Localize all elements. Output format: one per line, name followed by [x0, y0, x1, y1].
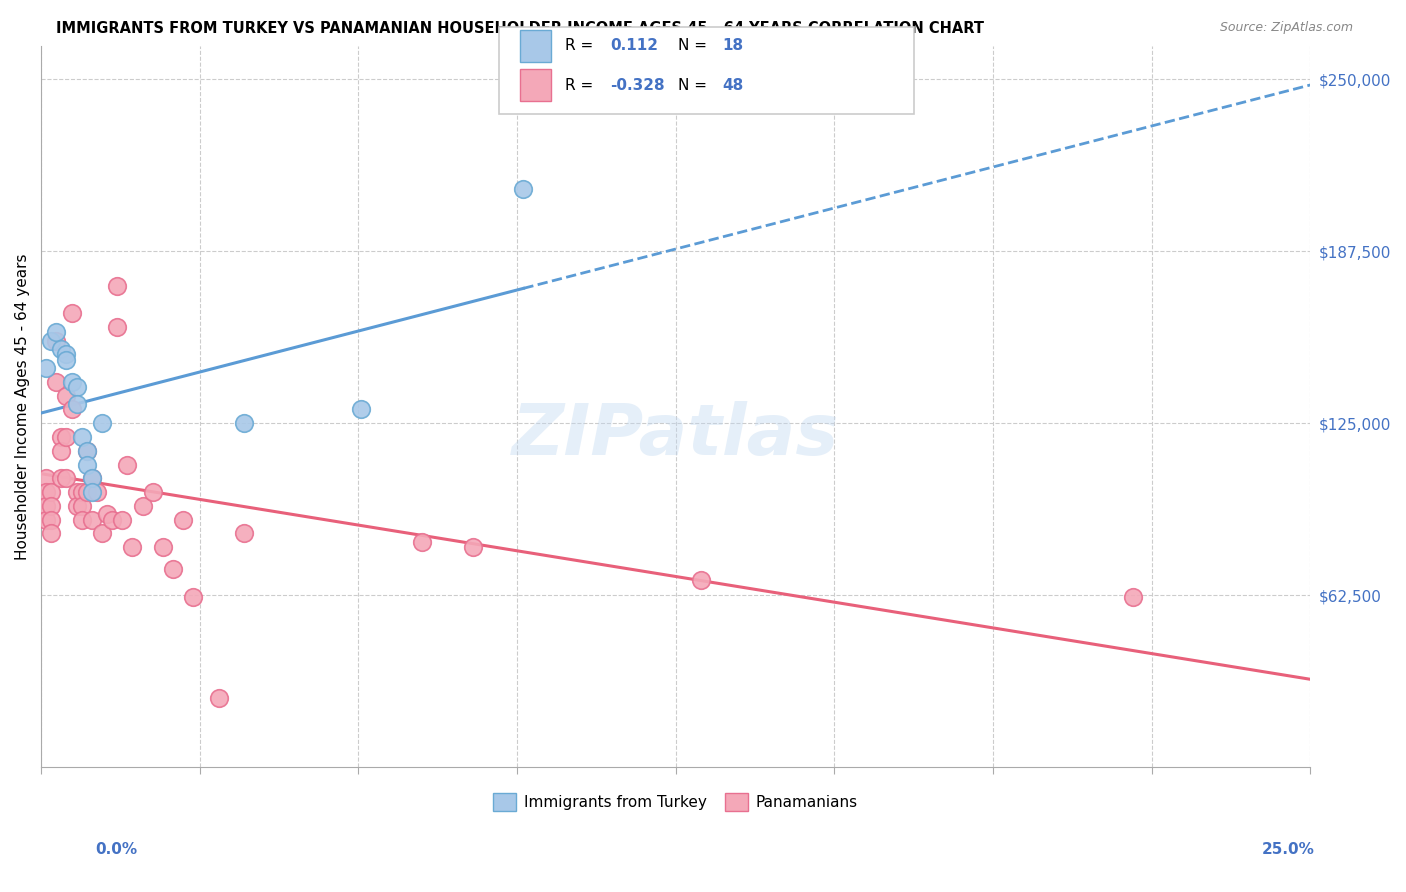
Point — [51, 471, 73, 485]
Text: 18: 18 — [723, 38, 744, 54]
Point — [45, 375, 67, 389]
Text: ZIPatlas: ZIPatlas — [512, 401, 839, 470]
Text: IMMIGRANTS FROM TURKEY VS PANAMANIAN HOUSEHOLDER INCOME AGES 45 - 64 YEARS CORRE: IMMIGRANTS FROM TURKEY VS PANAMANIAN HOU… — [56, 21, 984, 36]
Point — [45, 334, 67, 348]
Point — [1122, 590, 1144, 604]
Point — [51, 443, 73, 458]
Point — [233, 416, 256, 430]
Text: 25.0%: 25.0% — [1261, 842, 1315, 856]
Point — [183, 590, 205, 604]
Point — [80, 512, 103, 526]
Point — [39, 485, 62, 500]
Point — [152, 540, 174, 554]
Point — [60, 402, 83, 417]
Text: -0.328: -0.328 — [610, 78, 665, 93]
Point — [690, 573, 713, 587]
Point — [66, 397, 89, 411]
Point — [35, 485, 58, 500]
Text: 0.112: 0.112 — [610, 38, 658, 54]
Point — [70, 430, 93, 444]
Point — [70, 512, 93, 526]
Point — [55, 471, 77, 485]
Point — [80, 471, 103, 485]
Point — [96, 507, 118, 521]
Point — [76, 485, 98, 500]
Point — [55, 347, 77, 361]
Point — [35, 471, 58, 485]
Point — [66, 380, 89, 394]
Point — [76, 443, 98, 458]
Point — [162, 562, 184, 576]
Point — [55, 430, 77, 444]
Point — [121, 540, 143, 554]
Point — [35, 512, 58, 526]
Point — [411, 534, 433, 549]
Point — [39, 526, 62, 541]
Point — [51, 430, 73, 444]
Point — [80, 471, 103, 485]
Text: 48: 48 — [723, 78, 744, 93]
Point — [70, 485, 93, 500]
Point — [35, 499, 58, 513]
Text: Source: ZipAtlas.com: Source: ZipAtlas.com — [1219, 21, 1353, 34]
Point — [66, 485, 89, 500]
Point — [39, 334, 62, 348]
Point — [39, 499, 62, 513]
Point — [105, 278, 128, 293]
Point — [233, 526, 256, 541]
Point — [117, 458, 139, 472]
Point — [55, 353, 77, 368]
Point — [208, 691, 231, 706]
Point — [51, 342, 73, 356]
Point — [60, 375, 83, 389]
Point — [80, 485, 103, 500]
Point — [60, 306, 83, 320]
Text: R =: R = — [565, 78, 593, 93]
Text: N =: N = — [678, 78, 707, 93]
Point — [131, 499, 153, 513]
Text: N =: N = — [678, 38, 707, 54]
Point — [55, 389, 77, 403]
Y-axis label: Householder Income Ages 45 - 64 years: Householder Income Ages 45 - 64 years — [15, 253, 30, 560]
Point — [45, 326, 67, 340]
Text: 0.0%: 0.0% — [96, 842, 138, 856]
Point — [76, 443, 98, 458]
Point — [101, 512, 124, 526]
Point — [461, 540, 484, 554]
Text: R =: R = — [565, 38, 593, 54]
Point — [350, 402, 373, 417]
Point — [66, 499, 89, 513]
Point — [105, 320, 128, 334]
Point — [111, 512, 134, 526]
Point — [172, 512, 194, 526]
Point — [39, 512, 62, 526]
Point — [35, 361, 58, 376]
Point — [76, 458, 98, 472]
Legend: Immigrants from Turkey, Panamanians: Immigrants from Turkey, Panamanians — [488, 787, 865, 817]
Point — [91, 416, 114, 430]
Point — [512, 182, 534, 196]
Point — [70, 499, 93, 513]
Point — [142, 485, 165, 500]
Point — [86, 485, 108, 500]
Point — [91, 526, 114, 541]
